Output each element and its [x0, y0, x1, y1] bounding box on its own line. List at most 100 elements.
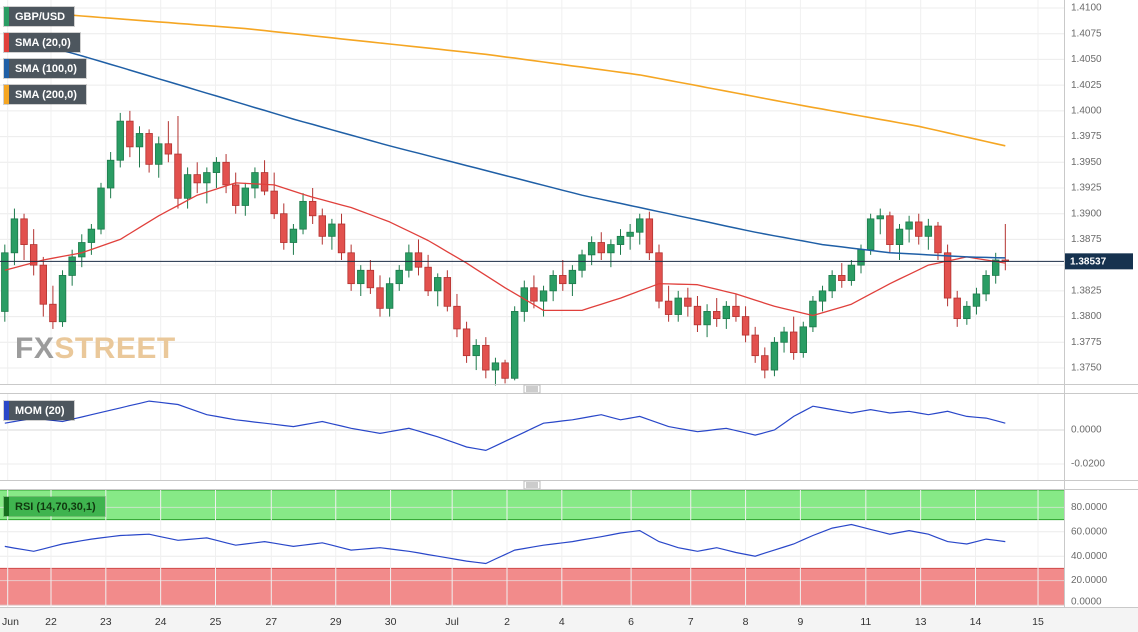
candle-body: [145, 133, 153, 165]
sma100-line: [4, 32, 1006, 259]
candle-body: [510, 311, 519, 379]
rsi-axis-label: 40.0000: [1071, 551, 1108, 562]
candle-body: [212, 161, 221, 173]
candle-body: [10, 218, 19, 254]
candle: [674, 290, 682, 322]
candle: [29, 229, 38, 276]
x-axis-strip: [0, 608, 1138, 632]
candle-body: [183, 174, 192, 199]
candle-body: [818, 290, 827, 302]
candle-body: [895, 228, 904, 245]
candle: [895, 224, 904, 260]
legend: GBP/USD SMA (20,0) SMA (100,0) SMA (200,…: [4, 7, 86, 104]
legend-chip-sma100[interactable]: SMA (100,0): [4, 59, 86, 78]
rsi-label: RSI (14,70,30,1): [15, 500, 96, 513]
x-axis-label: 14: [970, 616, 982, 628]
candle: [568, 265, 577, 296]
price-axis-label: 1.3900: [1071, 208, 1102, 219]
candle: [395, 265, 403, 291]
candle-body: [318, 215, 326, 237]
candle: [963, 301, 971, 325]
legend-chip-symbol[interactable]: GBP/USD: [4, 7, 75, 26]
candle-body: [453, 305, 461, 330]
candle: [472, 339, 480, 371]
candle: [693, 296, 702, 332]
candle-body: [97, 187, 105, 230]
candle-body: [809, 300, 817, 328]
candle-body: [106, 159, 115, 189]
candle: [809, 296, 817, 332]
candle: [39, 256, 47, 317]
candle: [838, 263, 846, 288]
candle: [539, 285, 548, 317]
candle: [270, 172, 278, 219]
candle: [241, 182, 250, 216]
candle-body: [357, 269, 365, 285]
candle-body: [636, 218, 644, 233]
candle: [645, 211, 654, 260]
legend-chip-rsi[interactable]: RSI (14,70,30,1): [4, 497, 105, 516]
candle: [58, 270, 67, 327]
candle: [434, 273, 442, 307]
candle: [799, 321, 807, 358]
x-axis-label: 27: [265, 616, 277, 628]
candle: [703, 304, 711, 338]
candle-body: [780, 331, 788, 343]
x-axis-label: 13: [915, 616, 927, 628]
candle-body: [703, 311, 711, 326]
x-axis-label: Jul: [445, 616, 458, 628]
price-axis-label: 1.3800: [1071, 311, 1102, 322]
candle-body: [732, 305, 740, 317]
candle-body: [434, 277, 442, 292]
panel-borders: [0, 0, 1138, 608]
panel-splitter[interactable]: [523, 480, 541, 490]
candle: [713, 298, 721, 327]
candle: [664, 285, 673, 322]
candle: [972, 287, 981, 315]
candle: [549, 270, 557, 302]
candle: [337, 213, 346, 260]
candle-body: [78, 242, 86, 258]
mom-label: MOM (20): [15, 404, 65, 417]
candle-body: [991, 259, 1000, 276]
sma200-color-swatch: [4, 85, 9, 104]
price-axis-label: 1.3950: [1071, 157, 1102, 168]
legend-chip-sma20[interactable]: SMA (20,0): [4, 33, 80, 52]
candle: [982, 270, 990, 302]
legend-chip-sma200[interactable]: SMA (200,0): [4, 85, 86, 104]
candle: [636, 213, 644, 245]
candle-body: [328, 223, 336, 237]
candle: [135, 126, 144, 168]
candle: [453, 293, 461, 338]
x-axis-label: 30: [385, 616, 397, 628]
price-tag-value: 1.38537: [1070, 256, 1107, 267]
candle: [607, 239, 615, 268]
candle: [482, 337, 490, 379]
candle: [68, 249, 76, 286]
candle-body: [39, 264, 47, 305]
candle-body: [838, 275, 846, 281]
candle: [597, 232, 605, 260]
candle-body: [645, 218, 654, 254]
legend-chip-mom[interactable]: MOM (20): [4, 401, 74, 420]
candle: [376, 275, 384, 317]
candle-body: [491, 362, 500, 371]
x-axis-label: 6: [628, 616, 634, 628]
candle-body: [49, 303, 57, 323]
rsi-overbought-band: [0, 490, 1064, 520]
fxstreet-watermark: FXSTREET: [15, 334, 176, 364]
x-axis-label: 15: [1032, 616, 1044, 628]
panel-splitter[interactable]: [523, 384, 541, 394]
candle-body: [963, 305, 971, 320]
candlestick-series: [1, 110, 1010, 386]
candle-body: [789, 331, 798, 353]
candle-body: [722, 305, 731, 320]
candle-body: [20, 218, 28, 245]
candle: [347, 244, 355, 291]
symbol-color-swatch: [4, 7, 9, 26]
candle-body: [289, 228, 298, 243]
candle-body: [616, 235, 625, 245]
candle-body: [308, 200, 317, 217]
candle-body: [193, 174, 201, 184]
